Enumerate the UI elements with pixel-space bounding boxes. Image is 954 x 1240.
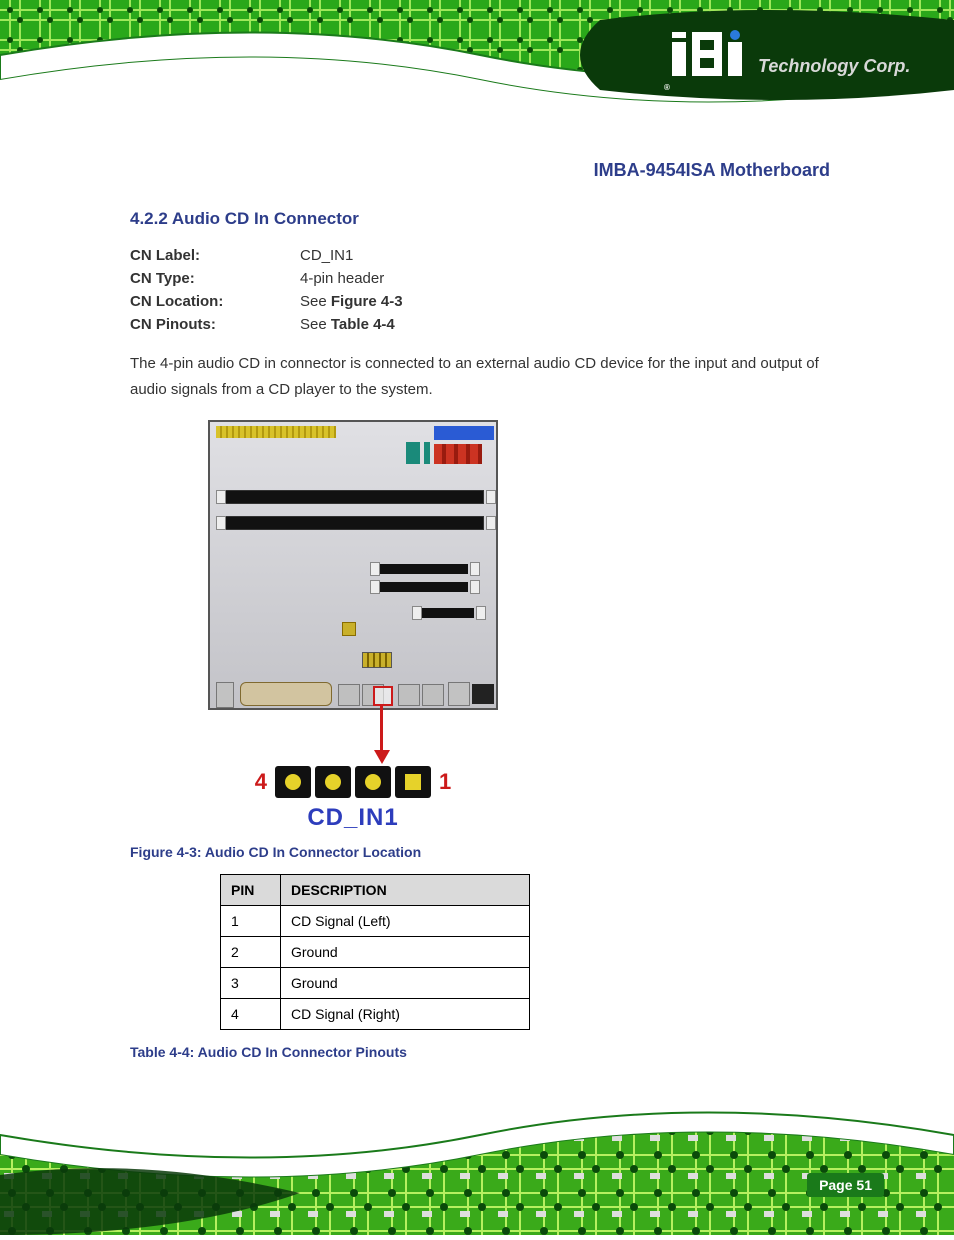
cell-pin: 4	[221, 999, 281, 1030]
cell-desc: CD Signal (Right)	[281, 999, 530, 1030]
table-row: 1 CD Signal (Left)	[221, 906, 530, 937]
spec-cn-pinouts: CN Pinouts: See Table 4-4	[130, 316, 830, 333]
table-row: 3 Ground	[221, 968, 530, 999]
cell-desc: Ground	[281, 937, 530, 968]
pin-number-left: 4	[251, 769, 271, 795]
brand-text: Technology Corp.	[758, 56, 910, 76]
spec-label: CN Label:	[130, 247, 300, 264]
section-heading: 4.2.2 Audio CD In Connector	[130, 209, 830, 229]
spec-cn-label: CN Label: CD_IN1	[130, 247, 830, 264]
body-paragraph: The 4-pin audio CD in connector is conne…	[130, 351, 830, 402]
spec-value: CD_IN1	[300, 247, 353, 264]
top-banner: ® Technology Corp.	[0, 0, 954, 130]
connector-highlight	[373, 686, 393, 706]
spec-value: See Table 4-4	[300, 316, 395, 333]
cell-pin: 3	[221, 968, 281, 999]
table-header-row: PIN DESCRIPTION	[221, 875, 530, 906]
spec-cn-type: CN Type: 4-pin header	[130, 270, 830, 287]
pin-number-right: 1	[435, 769, 455, 795]
spec-cn-location: CN Location: See Figure 4-3	[130, 293, 830, 310]
connector-label: CD_IN1	[250, 804, 456, 832]
pin-enlargement: 4 1 CD_IN1	[250, 766, 456, 832]
page-number: Page 51	[807, 1173, 884, 1197]
cell-pin: 1	[221, 906, 281, 937]
svg-text:®: ®	[664, 83, 670, 92]
spec-value: See Figure 4-3	[300, 293, 403, 310]
cell-pin: 2	[221, 937, 281, 968]
bottom-banner-svg	[0, 1105, 954, 1235]
table-caption: Table 4-4: Audio CD In Connector Pinouts	[130, 1044, 830, 1060]
figure-caption: Figure 4-3: Audio CD In Connector Locati…	[130, 844, 830, 860]
spec-label: CN Pinouts:	[130, 316, 300, 333]
cell-desc: CD Signal (Left)	[281, 906, 530, 937]
page-content: IMBA-9454ISA Motherboard 4.2.2 Audio CD …	[130, 160, 830, 1074]
figure-block: 4 1 CD_IN1	[198, 420, 508, 832]
table-row: 2 Ground	[221, 937, 530, 968]
callout-arrow	[380, 704, 383, 754]
product-title: IMBA-9454ISA Motherboard	[130, 160, 830, 181]
spec-value-prefix: See	[300, 316, 331, 333]
cell-desc: Ground	[281, 968, 530, 999]
spec-value-prefix: See	[300, 293, 331, 310]
board-illustration	[208, 420, 498, 726]
spec-value: 4-pin header	[300, 270, 384, 287]
top-banner-svg: ® Technology Corp.	[0, 0, 954, 130]
spec-label: CN Type:	[130, 270, 300, 287]
spec-label: CN Location:	[130, 293, 300, 310]
callout-arrow-head	[374, 750, 390, 764]
col-pin: PIN	[221, 875, 281, 906]
bottom-banner	[0, 1105, 954, 1235]
spec-value-ref: Figure 4-3	[331, 293, 403, 310]
col-desc: DESCRIPTION	[281, 875, 530, 906]
pinout-table: PIN DESCRIPTION 1 CD Signal (Left) 2 Gro…	[220, 874, 530, 1030]
table-row: 4 CD Signal (Right)	[221, 999, 530, 1030]
spec-value-ref: Table 4-4	[331, 316, 395, 333]
